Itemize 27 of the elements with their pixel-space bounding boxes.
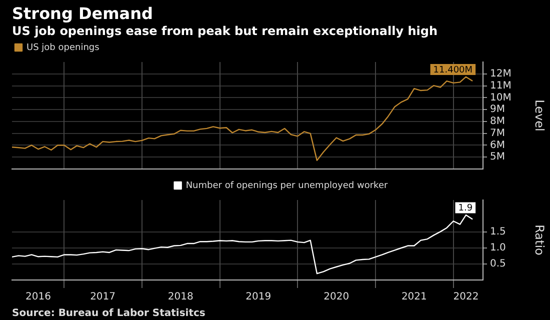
y-tick-label: 12M (490, 68, 512, 80)
y-tick-label: 9M (490, 104, 505, 116)
chart-subtitle: US job openings ease from peak but remain exceptionally high (11, 23, 439, 40)
y-axis-title: Ratio (532, 224, 547, 256)
y-axis-title: Level (532, 100, 547, 132)
data-label: 1.9 (458, 204, 473, 214)
y-tick-label: 6M (490, 140, 505, 151)
legend-label: US job openings (26, 42, 100, 53)
y-tick-label: 8M (490, 116, 505, 128)
y-tick-label: 1.5 (490, 226, 506, 238)
x-tick-label: 2017 (90, 292, 116, 303)
x-tick-label: 2020 (324, 292, 350, 303)
y-tick-label: 10M (490, 92, 512, 104)
x-tick-label: 2022 (453, 292, 479, 303)
source-note: Source: Bureau of Labor Statisitcs (11, 307, 206, 320)
chart-title: Strong Demand (11, 3, 154, 23)
legend-label: Number of openings per unemployed worker (186, 180, 388, 191)
y-tick-label: 7M (490, 128, 505, 139)
y-tick-label: 0.5 (490, 258, 506, 270)
x-tick-label: 2018 (168, 292, 194, 303)
x-tick-label: 2021 (401, 292, 427, 303)
y-tick-label: 1.0 (490, 242, 506, 254)
y-tick-label: 5M (490, 152, 505, 163)
x-tick-label: 2019 (246, 292, 272, 303)
x-tick-label: 2016 (25, 292, 51, 303)
data-label: 11.400M (433, 65, 473, 76)
y-tick-label: 11M (490, 80, 512, 92)
